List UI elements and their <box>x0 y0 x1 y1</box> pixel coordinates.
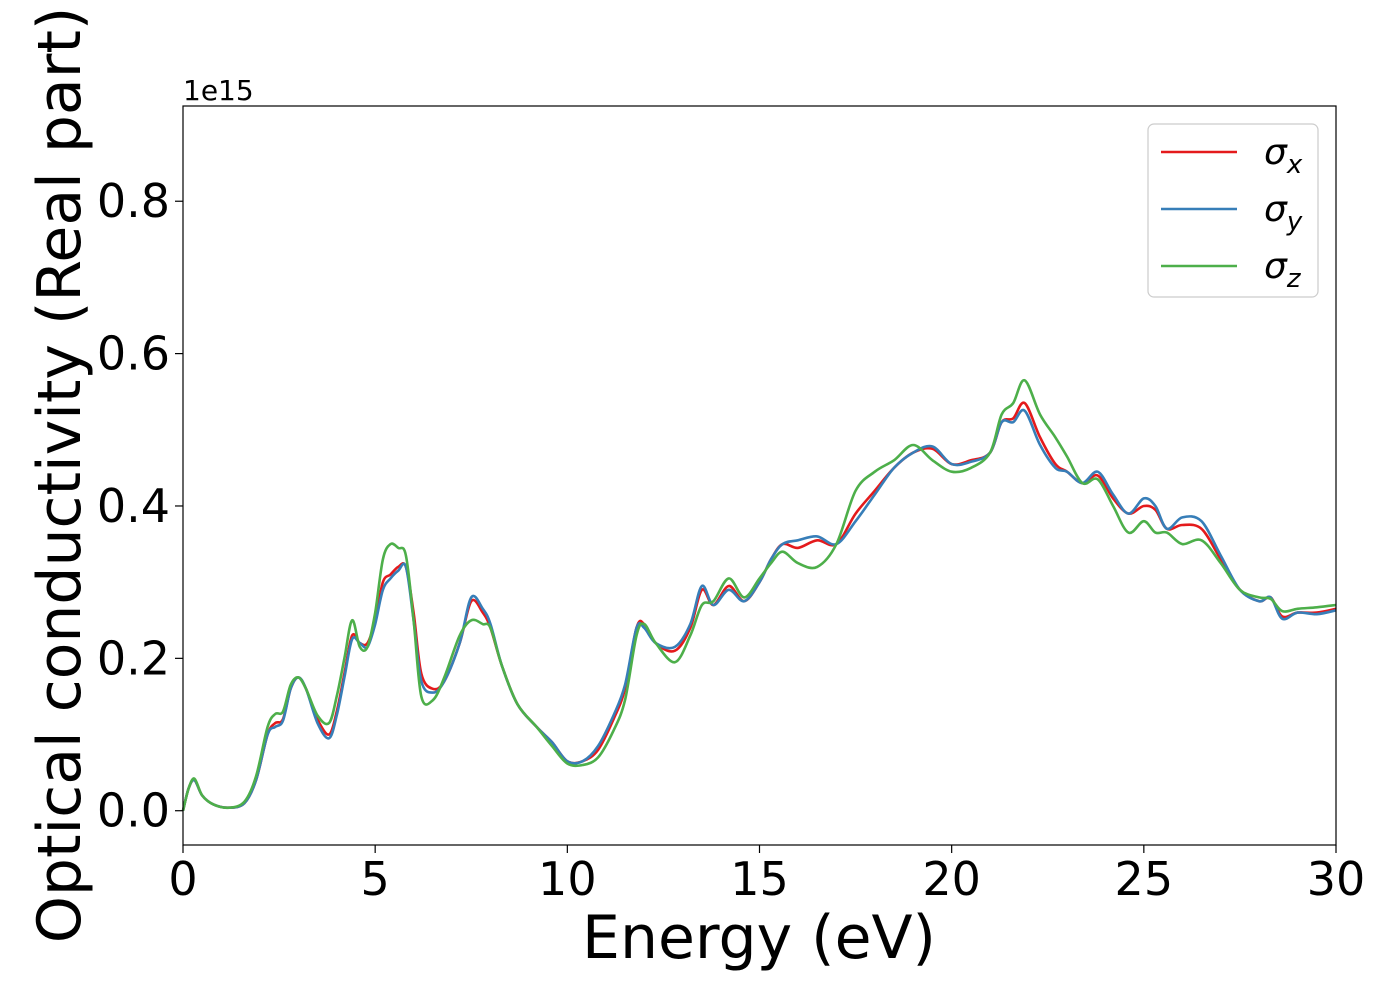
x-tick-label: 5 <box>361 852 390 906</box>
y-tick-label: 0.6 <box>97 327 170 381</box>
x-tick-label: 25 <box>1115 852 1174 906</box>
legend: σx σy σz <box>1147 123 1319 298</box>
legend-label-sigma-x: σx <box>1264 132 1303 180</box>
y-tick-label: 0.4 <box>97 479 170 533</box>
x-tick-label: 15 <box>730 852 789 906</box>
series-line-sigma-z <box>181 379 1337 812</box>
legend-box <box>1147 123 1319 298</box>
x-tick-label: 20 <box>922 852 981 906</box>
x-tick-label: 30 <box>1307 852 1366 906</box>
x-axis: 0 5 10 15 20 25 30 <box>168 845 1365 906</box>
legend-label-sigma-z: σz <box>1264 246 1302 294</box>
y-axis: 0.0 0.2 0.4 0.6 0.8 <box>97 174 183 838</box>
series-layer <box>181 379 1337 812</box>
y-tick-label: 0.8 <box>97 174 170 228</box>
y-tick-label: 0.2 <box>97 631 170 685</box>
series-line-sigma-y <box>181 408 1337 812</box>
series-line-sigma-x <box>181 401 1337 812</box>
x-tick-label: 10 <box>538 852 597 906</box>
legend-label-sigma-y: σy <box>1264 189 1303 237</box>
y-offset-label: 1e15 <box>183 74 254 107</box>
y-tick-label: 0.0 <box>97 784 170 838</box>
x-tick-label: 0 <box>168 852 197 906</box>
x-axis-label: Energy (eV) <box>582 903 936 973</box>
y-axis-label: Optical conductivity (Real part) <box>25 7 95 944</box>
